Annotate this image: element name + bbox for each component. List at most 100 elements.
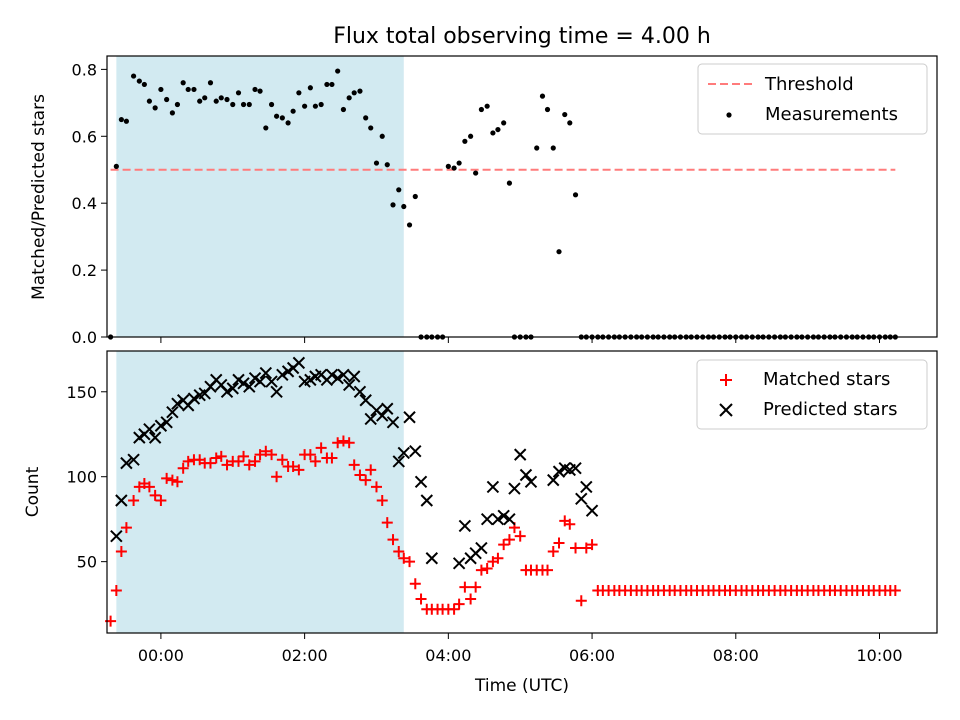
- top-observing-window: [116, 56, 404, 337]
- matched-stars-point: [143, 481, 155, 493]
- matched-stars-point: [503, 534, 515, 546]
- predicted-stars-point: [569, 462, 582, 475]
- matched-stars-point: [387, 534, 399, 546]
- measurements-point: [230, 101, 236, 108]
- measurements-point: [340, 106, 347, 113]
- measurements-point: [296, 90, 302, 96]
- matched-stars-point: [889, 585, 901, 597]
- measurements-point: [224, 96, 230, 103]
- predicted-stars-point: [265, 375, 278, 388]
- x-tick-label: 04:00: [425, 646, 471, 665]
- measurements-point: [544, 106, 551, 113]
- matched-stars-point: [243, 459, 255, 471]
- predicted-stars-point: [386, 416, 400, 429]
- matched-stars-point: [492, 552, 504, 564]
- measurements-point: [207, 80, 214, 86]
- matched-stars-point: [238, 450, 250, 462]
- matched-stars-point: [337, 435, 349, 447]
- matched-stars-point: [415, 593, 427, 605]
- matched-stars-point: [155, 494, 167, 506]
- predicted-stars-point: [166, 405, 179, 419]
- predicted-stars-point: [160, 416, 173, 429]
- matched-stars-point: [260, 445, 272, 457]
- predicted-stars-point: [585, 504, 599, 517]
- matched-stars-point: [171, 476, 183, 488]
- measurements-point: [567, 120, 573, 126]
- bottom-y-axis-label: Count: [23, 466, 43, 517]
- measurements-point: [473, 170, 479, 176]
- matched-stars-point: [128, 494, 140, 506]
- matched-stars-point: [221, 459, 233, 471]
- measurements-point: [335, 68, 341, 74]
- x-tick-label: 06:00: [569, 646, 615, 665]
- matched-stars-point: [309, 455, 321, 467]
- measurements-point: [478, 106, 484, 113]
- predicted-stars-point: [243, 380, 256, 393]
- predicted-stars-point: [110, 529, 123, 543]
- matched-stars-point: [514, 530, 526, 542]
- predicted-stars-point: [364, 412, 377, 426]
- top-legend-box: [697, 63, 928, 135]
- predicted-stars-point: [143, 422, 156, 436]
- measurements-point: [534, 145, 540, 151]
- predicted-stars-point: [253, 375, 267, 388]
- predicted-stars-point: [347, 370, 361, 383]
- measurements-point: [213, 98, 219, 104]
- matched-stars-point: [315, 442, 327, 454]
- predicted-stars-point: [331, 371, 344, 385]
- bottom-y-tick-label: 50: [77, 553, 97, 572]
- x-tick-label: 02:00: [282, 646, 328, 665]
- matched-stars-point: [498, 539, 510, 551]
- matched-stars-point: [370, 481, 382, 493]
- predicted-stars-point: [120, 456, 133, 470]
- predicted-stars-point: [171, 397, 184, 410]
- matched-stars-point: [459, 581, 471, 593]
- matched-stars-point: [249, 455, 261, 467]
- measurements-point: [329, 81, 335, 88]
- x-tick-label: 10:00: [856, 646, 902, 665]
- measurements-point: [185, 86, 191, 93]
- matched-stars-point: [360, 474, 372, 486]
- measurements-point: [412, 193, 418, 200]
- measurements-point: [263, 125, 269, 131]
- matched-stars-point: [470, 581, 482, 593]
- matched-stars-point: [166, 474, 178, 486]
- measurements-point: [169, 110, 175, 116]
- bottom-legend: Matched stars Predicted stars: [696, 359, 928, 430]
- predicted-legend-label: Predicted stars: [763, 399, 897, 420]
- measurements-point: [373, 160, 380, 166]
- predicted-stars-point: [337, 368, 350, 381]
- measurements-point: [490, 130, 496, 136]
- measurements-point: [302, 103, 308, 109]
- predicted-stars-point: [580, 480, 593, 494]
- measurements-point: [202, 95, 208, 101]
- matched-stars-point: [354, 469, 366, 481]
- measurements-point: [406, 222, 413, 228]
- matched-stars-point: [365, 464, 377, 476]
- predicted-stars-point: [353, 385, 367, 398]
- measurements-point: [324, 81, 330, 88]
- matched-stars-point: [586, 539, 598, 551]
- measurements-point: [550, 145, 556, 151]
- measurements-point: [279, 115, 285, 121]
- measurements-point: [285, 120, 291, 126]
- matched-stars-point: [293, 464, 305, 476]
- measurements-point: [572, 192, 579, 198]
- matched-stars-point: [149, 489, 161, 501]
- measurements-point: [136, 78, 142, 84]
- predicted-stars-point: [115, 494, 128, 507]
- matched-stars-point: [332, 437, 344, 449]
- measurements-point: [235, 90, 242, 96]
- measurements-point: [268, 101, 275, 108]
- predicted-stars-point: [187, 392, 201, 405]
- top-y-axis-label: Matched/Predicted stars: [29, 94, 49, 300]
- matched-stars-point: [182, 455, 194, 467]
- measurements-point: [556, 249, 562, 255]
- bottom-observing-window: [116, 351, 404, 633]
- top-panel: 0.00.20.40.60.8 Matched/Predicted stars …: [29, 55, 938, 347]
- predicted-stars-point: [359, 394, 372, 407]
- predicted-stars-point: [513, 448, 527, 461]
- matched-stars-point: [475, 564, 487, 576]
- matched-stars-point: [110, 585, 122, 597]
- matched-stars-point: [465, 593, 477, 605]
